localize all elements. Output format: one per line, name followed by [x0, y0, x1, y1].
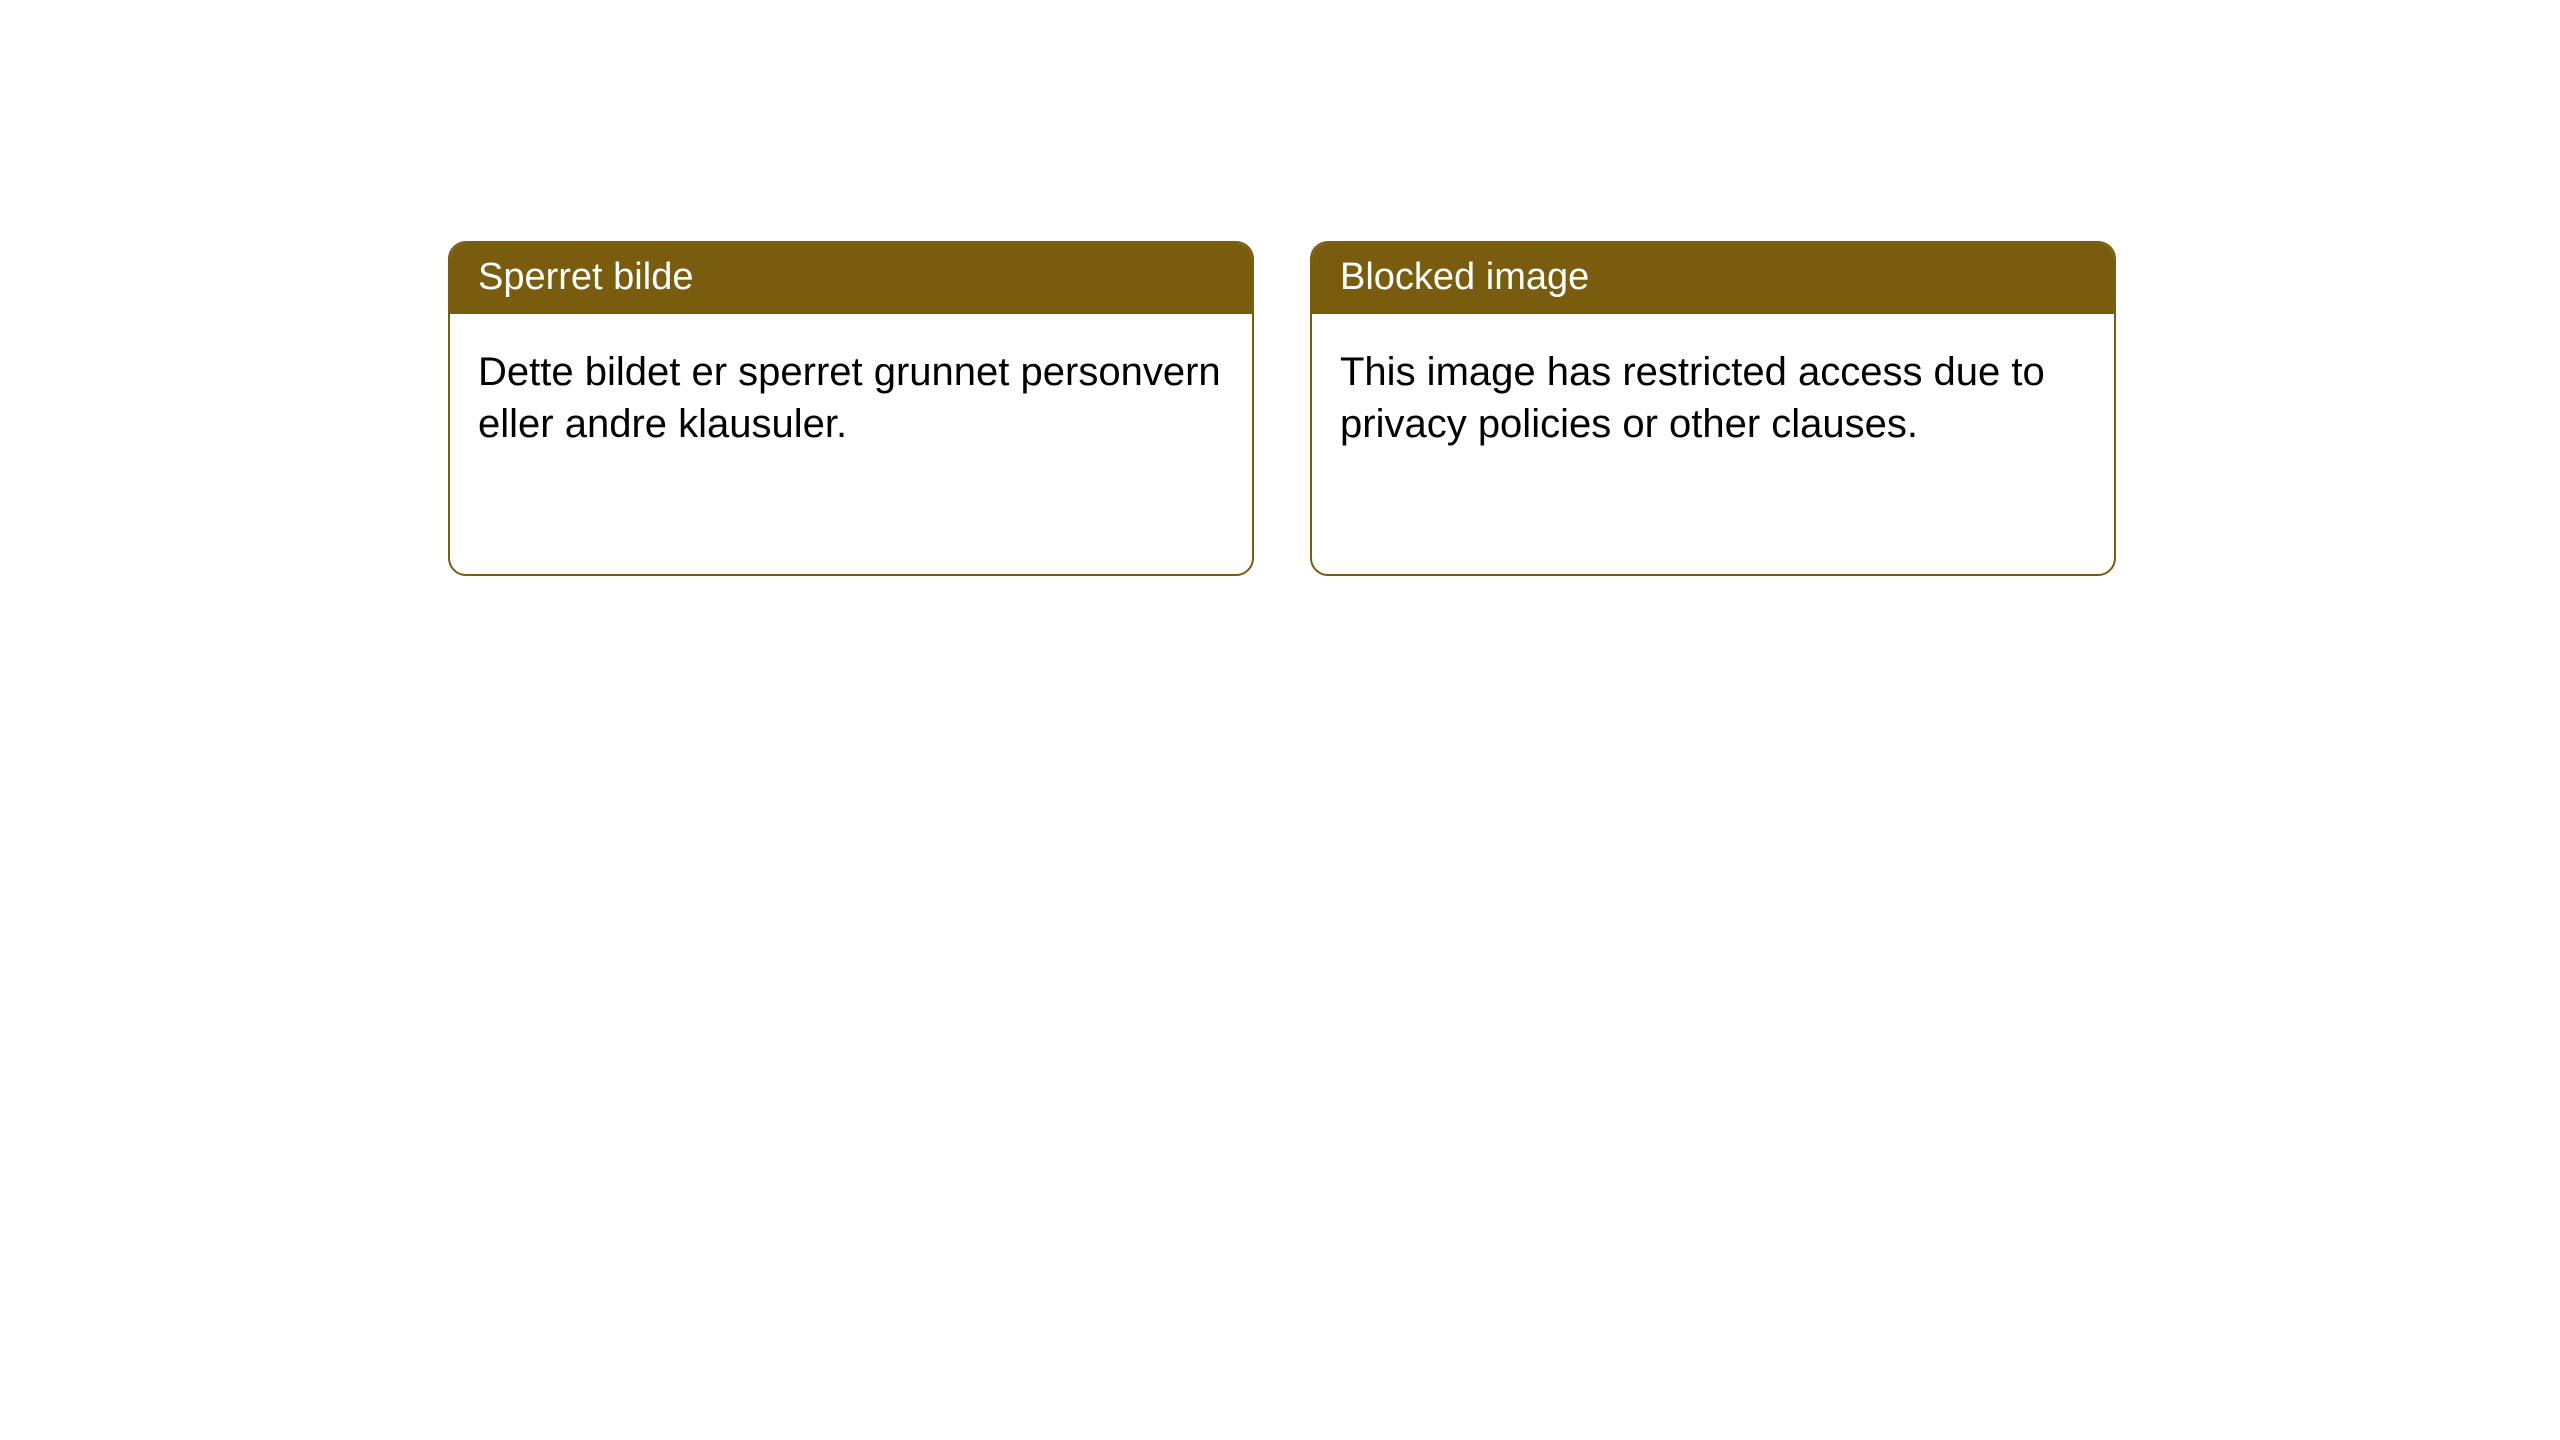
panel-norwegian: Sperret bilde Dette bildet er sperret gr… — [448, 241, 1254, 576]
blocked-image-panels: Sperret bilde Dette bildet er sperret gr… — [448, 241, 2116, 576]
panel-body-english: This image has restricted access due to … — [1312, 314, 2114, 478]
panel-english: Blocked image This image has restricted … — [1310, 241, 2116, 576]
panel-body-norwegian: Dette bildet er sperret grunnet personve… — [450, 314, 1252, 478]
panel-title-norwegian: Sperret bilde — [450, 243, 1252, 314]
panel-title-english: Blocked image — [1312, 243, 2114, 314]
